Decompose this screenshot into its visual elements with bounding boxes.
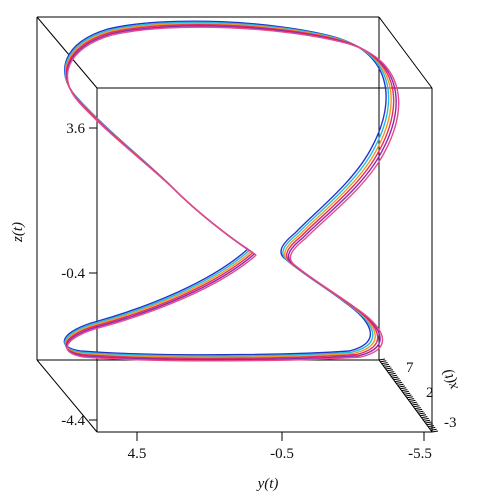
x-minor-tick bbox=[423, 419, 431, 422]
x-minor-tick bbox=[384, 365, 391, 368]
z-axis: 3.6 -0.4 -4.4 z(t) bbox=[10, 121, 97, 429]
x-axis: 7 2 -3 x(t) bbox=[406, 360, 462, 431]
x-minor-tick bbox=[381, 362, 388, 365]
x-minor-tick bbox=[378, 358, 386, 361]
x-minor-tick bbox=[389, 372, 396, 375]
x-minor-tick bbox=[401, 389, 408, 392]
x-axis-label: x(t) bbox=[439, 367, 462, 393]
trajectory-line bbox=[66, 26, 400, 362]
y-tick-label: 4.5 bbox=[128, 446, 147, 462]
x-minor-tick bbox=[405, 394, 412, 397]
x-minor-tick bbox=[418, 412, 425, 415]
z-tick-label: -4.4 bbox=[61, 413, 85, 429]
trajectory-curves bbox=[63, 20, 400, 362]
x-tick-label: 2 bbox=[426, 385, 434, 401]
x-minor-tick bbox=[396, 381, 403, 384]
x-tick-label: 7 bbox=[406, 360, 414, 376]
x-minor-tick bbox=[386, 369, 394, 372]
x-minor-tick bbox=[425, 421, 432, 424]
x-minor-tick bbox=[390, 374, 398, 377]
x-minor-tick bbox=[392, 376, 399, 379]
plot-box bbox=[36, 16, 433, 433]
x-minor-tick bbox=[406, 396, 413, 399]
x-minor-tick bbox=[394, 380, 401, 383]
x-minor-tick bbox=[380, 360, 387, 363]
x-minor-tick bbox=[398, 385, 405, 388]
y-axis: 4.5 -0.5 -5.5 y(t) bbox=[128, 432, 432, 492]
y-tick-label: -0.5 bbox=[270, 446, 294, 462]
x-minor-tick bbox=[400, 387, 407, 390]
z-tick-label: 3.6 bbox=[66, 121, 85, 137]
x-minor-tick bbox=[388, 371, 395, 374]
x-minor-tick bbox=[416, 408, 423, 411]
x-minor-tick bbox=[413, 405, 420, 408]
x-minor-tick bbox=[385, 367, 392, 370]
x-minor-tick bbox=[427, 425, 435, 428]
x-minor-tick bbox=[404, 392, 411, 395]
x-minor-tick bbox=[417, 410, 424, 413]
x-minor-tick bbox=[421, 416, 428, 419]
x-minor-tick bbox=[429, 426, 436, 429]
x-minor-tick bbox=[430, 428, 437, 431]
x-minor-tick bbox=[431, 430, 439, 433]
x-minor-tick bbox=[410, 401, 417, 404]
x-axis-minor-ticks bbox=[378, 358, 439, 433]
x-minor-tick bbox=[409, 399, 416, 402]
y-axis-label: y(t) bbox=[256, 476, 279, 492]
x-minor-tick bbox=[402, 390, 409, 393]
y-tick-label: -5.5 bbox=[408, 446, 432, 462]
z-axis-label: z(t) bbox=[10, 222, 26, 243]
x-minor-tick bbox=[393, 378, 400, 381]
x-minor-tick bbox=[414, 407, 421, 410]
x-minor-tick bbox=[408, 398, 415, 401]
x-tick-label: -3 bbox=[444, 415, 457, 431]
x-minor-tick bbox=[426, 423, 433, 426]
x-minor-tick bbox=[422, 417, 429, 420]
z-tick-label: -0.4 bbox=[61, 266, 85, 282]
x-minor-tick bbox=[412, 403, 419, 406]
x-minor-tick bbox=[419, 414, 427, 417]
x-minor-tick bbox=[382, 363, 390, 366]
x-minor-tick bbox=[397, 383, 404, 386]
trajectory-line bbox=[63, 20, 387, 356]
